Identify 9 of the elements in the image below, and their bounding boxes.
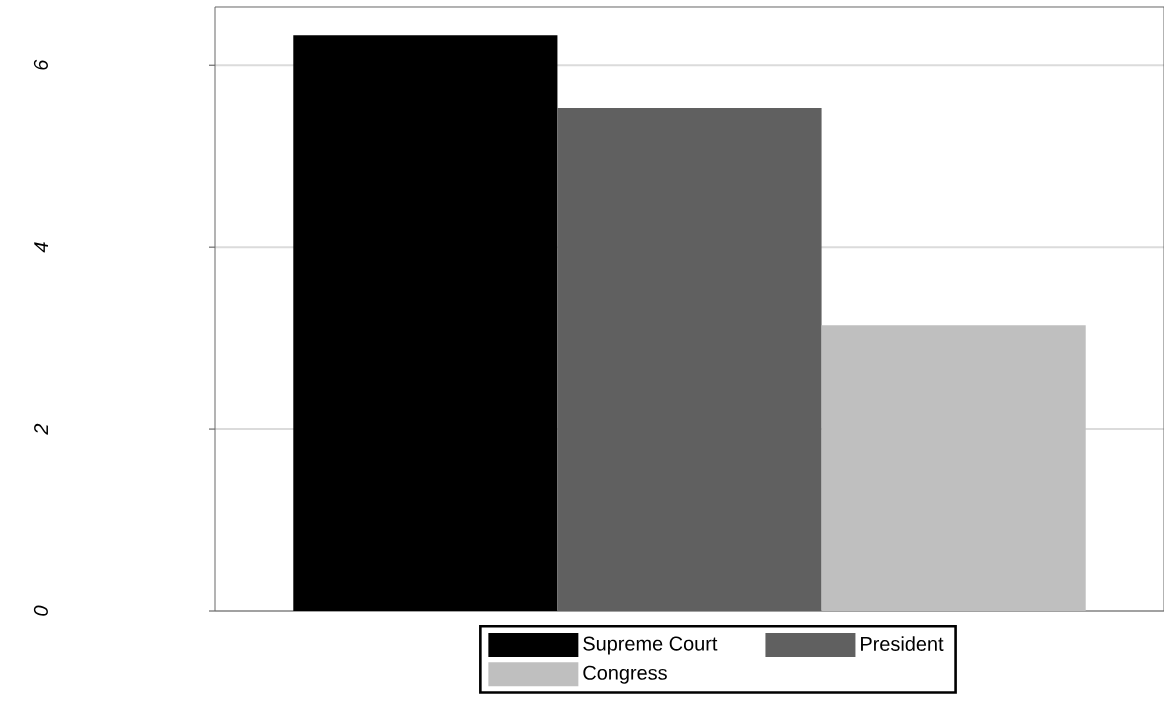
bar — [293, 35, 558, 611]
bar — [821, 325, 1086, 611]
legend-label: President — [861, 636, 944, 651]
legend-label: Congress — [583, 665, 667, 684]
y-tick-label: 4 — [34, 242, 48, 253]
y-tick-label: 0 — [33, 605, 48, 616]
y-tick-label: 2 — [34, 423, 48, 435]
y-tick-label: 6 — [33, 59, 48, 70]
legend-label: Supreme Court — [583, 636, 718, 655]
